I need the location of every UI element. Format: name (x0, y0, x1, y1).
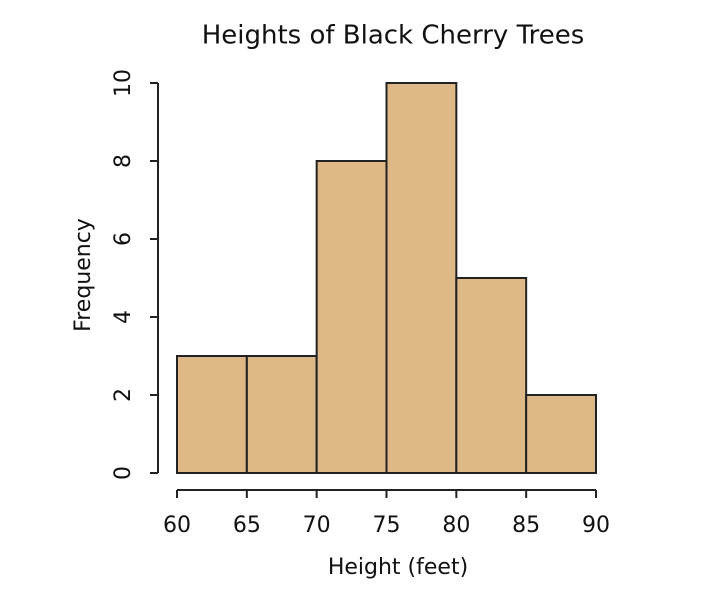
x-tick-label: 70 (303, 513, 331, 538)
x-axis-label: Height (feet) (328, 555, 468, 580)
x-tick-label: 75 (373, 513, 401, 538)
bar (455, 277, 528, 474)
chart-title: Heights of Black Cherry Trees (202, 21, 585, 51)
x-tick-label: 90 (582, 513, 610, 538)
y-tick-label: 10 (111, 69, 136, 97)
bar (176, 355, 248, 474)
bar (245, 355, 318, 474)
y-tick-label: 2 (111, 388, 136, 402)
y-tick-label: 6 (111, 232, 136, 246)
y-tick-label: 4 (111, 310, 136, 324)
x-tick-label: 60 (163, 513, 191, 538)
bar (385, 82, 458, 474)
x-tick-label: 65 (233, 513, 261, 538)
y-tick-label: 0 (111, 466, 136, 480)
y-axis-label: Frequency (71, 218, 96, 332)
bar (525, 394, 598, 474)
x-tick-label: 80 (442, 513, 470, 538)
y-tick-label: 8 (111, 154, 136, 168)
x-tick-label: 85 (512, 513, 540, 538)
bar (315, 160, 388, 474)
